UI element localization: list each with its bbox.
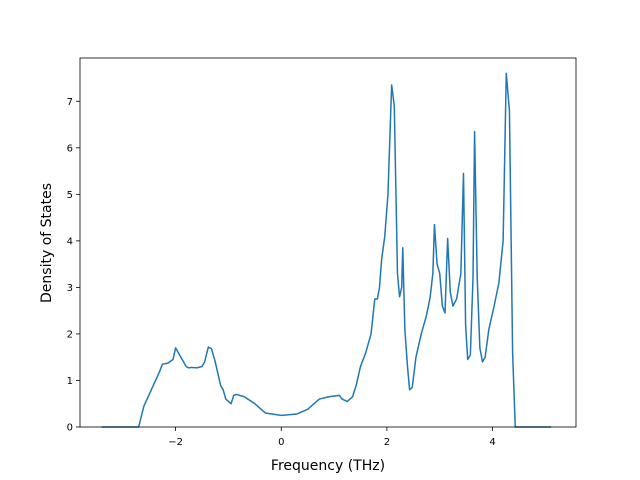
y-tick-label: 3 — [67, 283, 73, 294]
y-tick-label: 5 — [67, 190, 73, 201]
y-tick-label: 7 — [67, 97, 73, 108]
y-axis-label: Density of States — [39, 183, 55, 303]
y-tick-label: 0 — [67, 423, 73, 434]
x-tick-label: 0 — [278, 437, 284, 448]
line-series — [101, 72, 552, 428]
x-tick-label: −2 — [168, 437, 183, 448]
y-tick-label: 6 — [67, 143, 73, 154]
y-tick-label: 4 — [67, 236, 73, 247]
y-tick-label: 2 — [67, 329, 73, 340]
x-tick-label: 4 — [489, 437, 495, 448]
x-tick-label: 2 — [384, 437, 390, 448]
plot-frame — [79, 57, 577, 428]
y-tick-label: 1 — [67, 376, 73, 387]
x-axis-label: Frequency (THz) — [271, 458, 385, 474]
